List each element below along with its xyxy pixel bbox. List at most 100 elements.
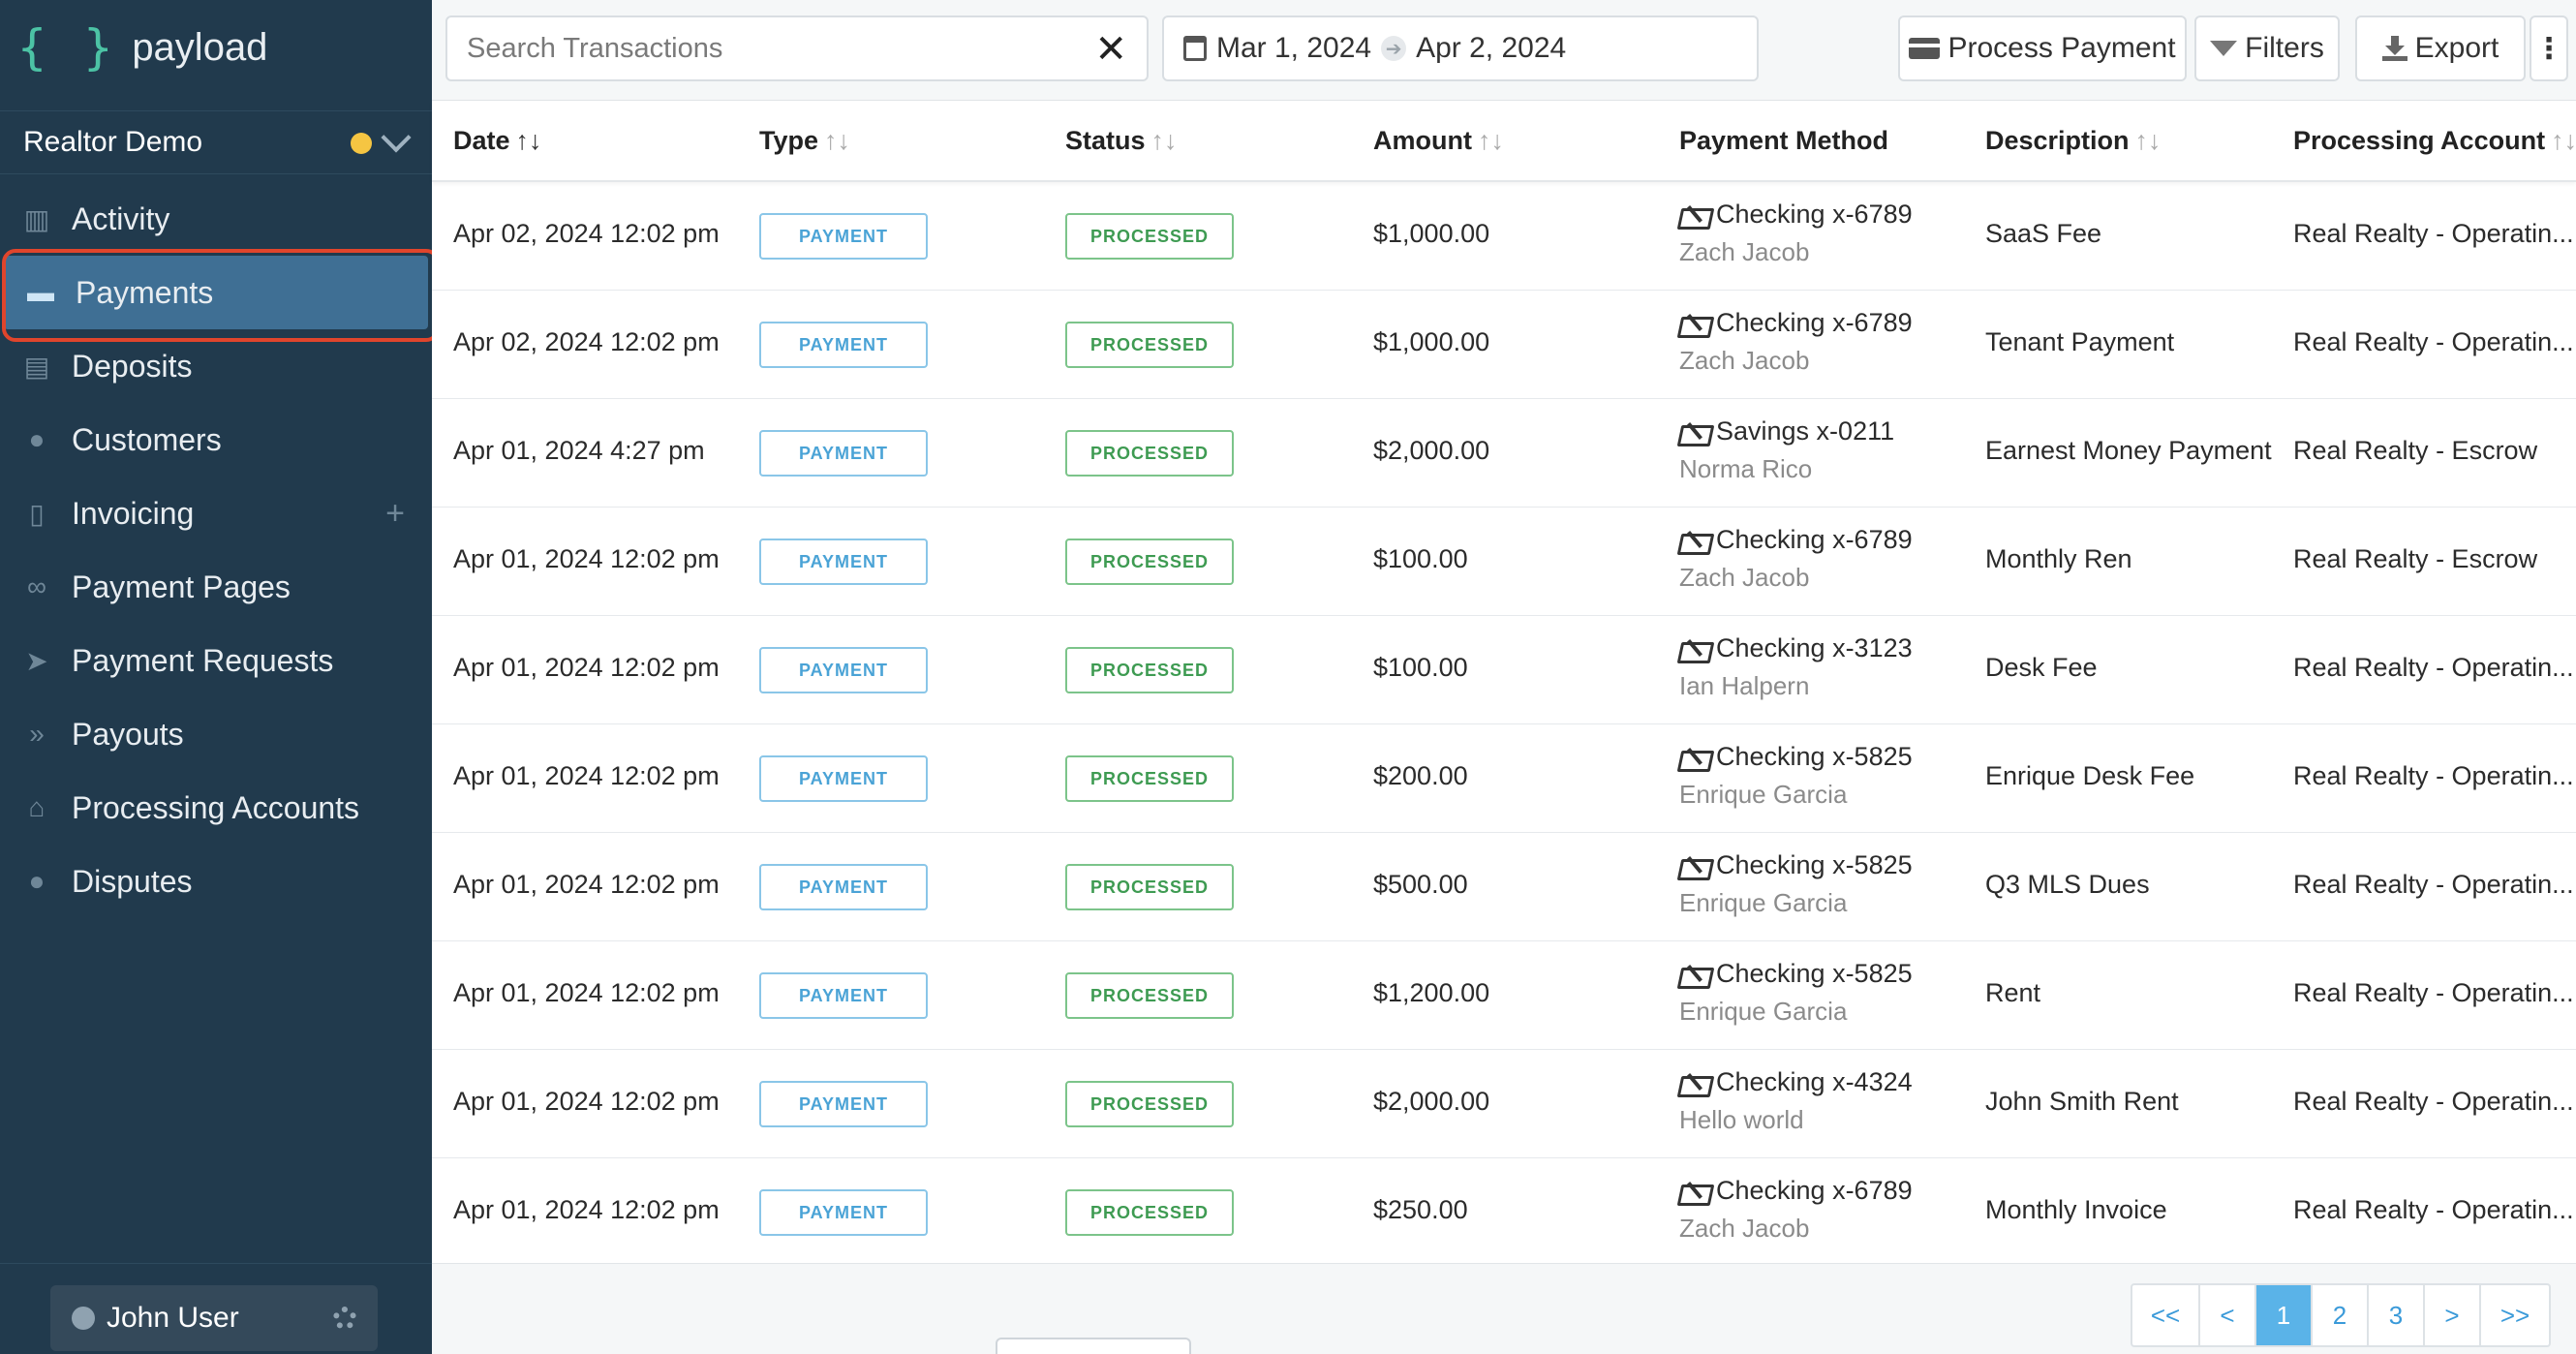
search-input[interactable] [467,32,1048,65]
sidebar-item-invoicing[interactable]: ▯ Invoicing + [0,477,432,550]
cell-payment-method: Checking x-5825 Enrique Garcia [1679,959,1913,1027]
column-header-type[interactable]: Type ↑↓ [759,126,851,155]
type-badge: PAYMENT [759,213,928,260]
download-icon [2381,36,2407,61]
cell-date: Apr 01, 2024 12:02 pm [453,544,720,573]
payer-name: Zach Jacob [1679,563,1810,592]
cell-description: SaaS Fee [1985,219,2102,248]
next-page-button[interactable]: > [2425,1285,2481,1345]
payment-method-label: Checking x-6789 [1716,200,1913,229]
cell-description: Monthly Ren [1985,544,2132,573]
sidebar-item-payments[interactable]: ▬ Payments [4,256,428,329]
sort-icon[interactable]: ↑↓ [2551,126,2576,155]
table-row[interactable]: Apr 01, 2024 12:02 pm PAYMENT PROCESSED $10… [432,508,2576,616]
sidebar-item-disputes[interactable]: ● Disputes [0,845,432,918]
sort-icon[interactable]: ↑↓ [824,126,851,155]
table-footer: << < 1 2 3 > >> [432,1263,2576,1354]
type-badge: PAYMENT [759,539,928,585]
column-header-description[interactable]: Description ↑↓ [1985,126,2162,155]
bottom-tab-handle[interactable] [996,1338,1191,1354]
table-row[interactable]: Apr 01, 2024 12:02 pm PAYMENT PROCESSED $25… [432,1158,2576,1267]
table-row[interactable]: Apr 01, 2024 4:27 pm PAYMENT PROCESSED $2,0… [432,399,2576,508]
sidebar-item-payment-pages[interactable]: ∞ Payment Pages [0,550,432,624]
type-badge: PAYMENT [759,1081,928,1127]
table-row[interactable]: Apr 01, 2024 12:02 pm PAYMENT PROCESSED $2,… [432,1050,2576,1158]
payment-method-label: Checking x-3123 [1716,633,1913,662]
last-page-button[interactable]: >> [2499,1300,2530,1330]
page-1-button[interactable]: 1 [2256,1285,2313,1345]
column-header-date[interactable]: Date ↑↓ [453,126,542,155]
check-icon [1679,855,1710,877]
payer-name: Zach Jacob [1679,346,1810,375]
payment-method-label: Savings x-0211 [1716,416,1895,446]
column-header-processing-account[interactable]: Processing Account ↑↓ [2293,126,2576,155]
check-icon [1679,204,1710,226]
prev-page-button[interactable]: < [2200,1285,2256,1345]
sort-icon[interactable]: ↑↓ [515,126,542,155]
user-menu-button[interactable]: John User [50,1285,378,1351]
cell-date: Apr 01, 2024 12:02 pm [453,761,720,790]
cell-payment-method: Checking x-6789 Zach Jacob [1679,200,1913,267]
export-button[interactable]: Export [2355,15,2526,81]
sort-icon[interactable]: ↑↓ [2134,126,2162,155]
column-header-status[interactable]: Status ↑↓ [1065,126,1178,155]
payload-logo[interactable]: { } payload [17,17,267,77]
sidebar-item-label: Processing Accounts [72,789,360,825]
cell-date: Apr 01, 2024 12:02 pm [453,1087,720,1116]
filters-label: Filters [2245,32,2324,64]
process-payment-button[interactable]: Process Payment [1898,15,2187,81]
table-row[interactable]: Apr 01, 2024 12:02 pm PAYMENT PROCESSED $1,… [432,941,2576,1050]
page-3-button[interactable]: 3 [2369,1285,2425,1345]
sidebar-item-customers[interactable]: ● Customers [0,403,432,477]
cell-payment-method: Checking x-6789 Zach Jacob [1679,308,1913,376]
status-badge: PROCESSED [1065,1189,1234,1236]
sidebar-item-activity[interactable]: ▥ Activity [0,182,432,256]
table-row[interactable]: Apr 02, 2024 12:02 pm PAYMENT PROCESSED $1,… [432,182,2576,291]
add-invoice-icon[interactable]: + [385,494,405,532]
status-badge: PROCESSED [1065,213,1234,260]
table-header: Date ↑↓ Type ↑↓ Status ↑↓ Amount ↑↓ Payment … [432,101,2576,182]
alert-circle-icon: ● [28,866,46,896]
sidebar-item-payment-requests[interactable]: ➤ Payment Requests [0,624,432,697]
first-page-button[interactable]: << [2132,1285,2200,1345]
arrow-right-icon: ➔ [1381,36,1407,61]
filters-button[interactable]: Filters [2194,15,2340,81]
org-switcher[interactable]: Realtor Demo [0,110,432,174]
type-badge: PAYMENT [759,647,928,693]
cell-processing-account: Real Realty - Operatin... [2293,1087,2574,1116]
cell-description: Desk Fee [1985,653,2098,682]
cell-amount: $500.00 [1373,870,1468,899]
status-badge: PROCESSED [1065,864,1234,910]
sidebar-item-deposits[interactable]: ▤ Deposits [0,329,432,403]
toolbar: ✕ Mar 1, 2024 ➔ Apr 2, 2024 Process Paym… [432,0,2576,101]
status-badge: PROCESSED [1065,322,1234,368]
payer-name: Zach Jacob [1679,237,1810,266]
date-range-picker[interactable]: Mar 1, 2024 ➔ Apr 2, 2024 [1162,15,1759,81]
cell-date: Apr 01, 2024 12:02 pm [453,978,720,1007]
credit-card-icon [1909,38,1941,59]
org-name: Realtor Demo [23,126,203,158]
sort-icon[interactable]: ↑↓ [1150,126,1178,155]
sort-icon[interactable]: ↑↓ [1477,126,1504,155]
page-2-button[interactable]: 2 [2313,1285,2369,1345]
paper-plane-icon: ➤ [25,645,48,676]
table-row[interactable]: Apr 01, 2024 12:02 pm PAYMENT PROCESSED $20… [432,724,2576,833]
more-options-button[interactable]: ⋮ [2530,15,2568,81]
table-row[interactable]: Apr 02, 2024 12:02 pm PAYMENT PROCESSED $1,… [432,291,2576,399]
table-row[interactable]: Apr 01, 2024 12:02 pm PAYMENT PROCESSED $50… [432,833,2576,941]
sidebar-item-payouts[interactable]: » Payouts [0,697,432,771]
date-from: Mar 1, 2024 [1216,32,1372,64]
check-icon [1679,421,1710,443]
table-row[interactable]: Apr 01, 2024 12:02 pm PAYMENT PROCESSED $10… [432,616,2576,724]
cell-processing-account: Real Realty - Operatin... [2293,870,2574,899]
check-icon [1679,964,1710,985]
payer-name: Enrique Garcia [1679,780,1848,809]
chevron-down-icon[interactable] [381,122,412,153]
sidebar-item-processing-accounts[interactable]: ⌂ Processing Accounts [0,771,432,845]
gear-icon[interactable] [333,1307,356,1330]
close-icon[interactable]: ✕ [1094,28,1127,71]
cell-processing-account: Real Realty - Operatin... [2293,761,2574,790]
column-header-amount[interactable]: Amount ↑↓ [1373,126,1504,155]
cell-processing-account: Real Realty - Operatin... [2293,653,2574,682]
check-icon [1679,1072,1710,1093]
